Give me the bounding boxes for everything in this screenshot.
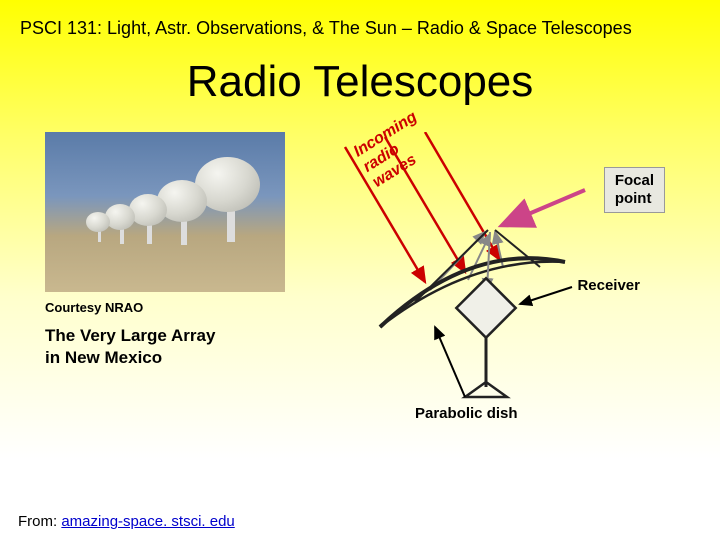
right-column: Incomingradiowaves Focalpoint Receiver P…: [310, 132, 690, 422]
parabolic-dish-label: Parabolic dish: [415, 405, 518, 422]
content-area: Courtesy NRAO The Very Large Array in Ne…: [0, 132, 720, 422]
receiver-label: Receiver: [577, 277, 640, 294]
course-header: PSCI 131: Light, Astr. Observations, & T…: [0, 0, 720, 39]
vla-photo: [45, 132, 285, 292]
focal-point-label: Focalpoint: [604, 167, 665, 213]
photo-credit: Courtesy NRAO: [45, 300, 310, 315]
telescope-diagram: Incomingradiowaves Focalpoint Receiver P…: [310, 132, 670, 422]
source-link[interactable]: amazing-space. stsci. edu: [61, 513, 234, 530]
photo-caption: The Very Large Array in New Mexico: [45, 325, 310, 369]
source-footer: From: amazing-space. stsci. edu: [18, 513, 235, 530]
slide-title: Radio Telescopes: [0, 39, 720, 132]
caption-line1: The Very Large Array: [45, 326, 215, 345]
caption-line2: in New Mexico: [45, 348, 162, 367]
footer-prefix: From:: [18, 513, 61, 530]
left-column: Courtesy NRAO The Very Large Array in Ne…: [30, 132, 310, 422]
